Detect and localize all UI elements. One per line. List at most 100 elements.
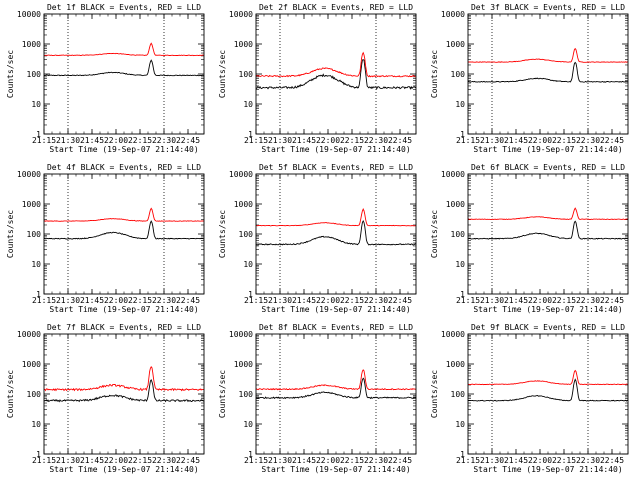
- x-tick-label: 22:30: [152, 136, 176, 145]
- x-tick-label: 22:00: [528, 296, 552, 305]
- x-tick-label: 21:30: [268, 136, 292, 145]
- panel-title: Det 1f BLACK = Events, RED = LLD: [47, 3, 201, 12]
- y-tick-label: 100: [27, 230, 42, 239]
- series-events-line: [467, 220, 629, 240]
- panel-det-5: Det 5f BLACK = Events, RED = LLD 1 10 100 10…: [218, 163, 417, 314]
- series-events-line: [43, 220, 205, 240]
- x-tick-label: 22:00: [104, 136, 128, 145]
- x-axis-label: Start Time (19-Sep-07 21:14:40): [49, 145, 198, 154]
- y-tick-label: 1: [36, 130, 41, 139]
- panel-det-2: Det 2f BLACK = Events, RED = LLD 1 10 100 10…: [218, 3, 417, 154]
- panel-title: Det 7f BLACK = Events, RED = LLD: [47, 323, 201, 332]
- x-tick-label: 21:15: [456, 456, 480, 465]
- y-axis-label: Counts/sec: [430, 50, 439, 98]
- x-tick-label: 21:45: [80, 296, 104, 305]
- x-tick-label: 22:15: [552, 296, 576, 305]
- y-axis-label: Counts/sec: [6, 210, 15, 258]
- y-tick-label: 10: [455, 420, 465, 429]
- y-tick-label: 10: [455, 100, 465, 109]
- y-tick-label: 10000: [441, 170, 465, 179]
- x-tick-label: 21:45: [504, 296, 528, 305]
- y-tick-label: 100: [451, 230, 466, 239]
- x-tick-label: 22:30: [364, 456, 388, 465]
- x-tick-label: 21:15: [32, 456, 56, 465]
- y-tick-label: 1: [460, 130, 465, 139]
- x-tick-label: 21:45: [504, 456, 528, 465]
- series-lld-line: [467, 207, 629, 221]
- plot-frame: [255, 333, 417, 455]
- x-axis-label: Start Time (19-Sep-07 21:14:40): [49, 305, 198, 314]
- y-axis-label: Counts/sec: [430, 370, 439, 418]
- series-events-line: [467, 378, 629, 402]
- y-tick-label: 1000: [22, 360, 41, 369]
- y-tick-label: 1000: [234, 40, 253, 49]
- plot-frame: [467, 333, 629, 455]
- x-tick-label: 22:30: [152, 456, 176, 465]
- panel-title: Det 3f BLACK = Events, RED = LLD: [471, 3, 625, 12]
- x-tick-label: 21:45: [80, 456, 104, 465]
- y-tick-label: 1: [36, 290, 41, 299]
- x-tick-label: 21:15: [32, 296, 56, 305]
- x-tick-label: 22:30: [576, 296, 600, 305]
- x-tick-label: 21:30: [268, 456, 292, 465]
- x-tick-label: 21:15: [244, 456, 268, 465]
- x-tick-label: 22:30: [576, 456, 600, 465]
- y-axis-label: Counts/sec: [6, 50, 15, 98]
- y-tick-label: 1: [248, 290, 253, 299]
- x-tick-label: 22:00: [104, 296, 128, 305]
- y-tick-label: 10: [243, 260, 253, 269]
- x-tick-label: 22:45: [600, 136, 624, 145]
- plot-frame: [43, 173, 205, 295]
- plot-frame: [255, 13, 417, 135]
- y-tick-label: 10000: [229, 10, 253, 19]
- x-tick-label: 21:15: [456, 296, 480, 305]
- x-axis-label: Start Time (19-Sep-07 21:14:40): [473, 145, 622, 154]
- y-tick-label: 100: [27, 70, 42, 79]
- panel-title: Det 8f BLACK = Events, RED = LLD: [259, 323, 413, 332]
- y-tick-label: 10000: [17, 10, 41, 19]
- series-events-line: [467, 61, 629, 83]
- y-tick-label: 10: [31, 420, 41, 429]
- x-tick-label: 21:30: [56, 136, 80, 145]
- y-tick-label: 1: [36, 450, 41, 459]
- plot-frame: [255, 173, 417, 295]
- y-tick-label: 1000: [22, 200, 41, 209]
- plot-frame: [43, 13, 205, 135]
- series-events-line: [43, 59, 204, 77]
- x-tick-label: 22:30: [152, 296, 176, 305]
- y-tick-label: 1000: [22, 40, 41, 49]
- x-axis-label: Start Time (19-Sep-07 21:14:40): [261, 145, 410, 154]
- x-tick-label: 22:15: [552, 136, 576, 145]
- y-tick-label: 10: [31, 260, 41, 269]
- y-axis-label: Counts/sec: [6, 370, 15, 418]
- panel-title: Det 9f BLACK = Events, RED = LLD: [471, 323, 625, 332]
- y-tick-label: 100: [451, 70, 466, 79]
- x-tick-label: 22:15: [128, 456, 152, 465]
- y-tick-label: 100: [451, 390, 466, 399]
- y-tick-label: 10000: [17, 330, 41, 339]
- plot-frame: [43, 333, 205, 455]
- x-tick-label: 21:30: [480, 136, 504, 145]
- series-lld-line: [468, 369, 629, 386]
- panel-det-1: Det 1f BLACK = Events, RED = LLD 1 10 100 10…: [6, 3, 205, 154]
- x-tick-label: 22:00: [316, 296, 340, 305]
- plot-frame: [467, 13, 629, 135]
- x-tick-label: 22:45: [388, 296, 412, 305]
- series-events-line: [255, 377, 417, 400]
- y-tick-label: 10000: [441, 10, 465, 19]
- y-tick-label: 1000: [446, 360, 465, 369]
- y-axis-label: Counts/sec: [218, 50, 227, 98]
- x-tick-label: 21:45: [292, 456, 316, 465]
- y-tick-label: 10: [31, 100, 41, 109]
- x-tick-label: 22:45: [176, 456, 200, 465]
- series-lld-line: [255, 208, 417, 227]
- x-tick-label: 22:45: [388, 136, 412, 145]
- y-tick-label: 1000: [446, 40, 465, 49]
- series-events-line: [255, 220, 417, 246]
- y-tick-label: 100: [239, 390, 254, 399]
- x-tick-label: 22:15: [128, 136, 152, 145]
- x-tick-label: 22:00: [316, 136, 340, 145]
- x-tick-label: 22:00: [104, 456, 128, 465]
- x-tick-label: 22:15: [340, 136, 364, 145]
